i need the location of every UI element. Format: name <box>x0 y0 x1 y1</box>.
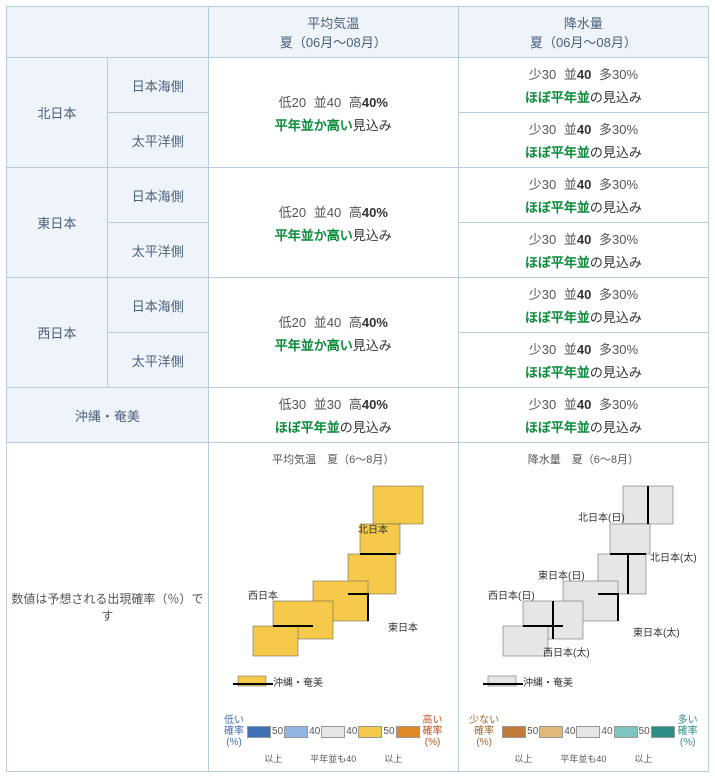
svg-text:沖縄・奄美: 沖縄・奄美 <box>273 676 323 689</box>
precip-map-cell: 降水量 夏（6～8月） <box>458 443 708 772</box>
precip-okinawa: 少30 並40 多30% ほぼ平年並の見込み <box>458 388 708 443</box>
precip-east-sea: 少30 並40 多30% ほぼ平年並の見込み <box>458 168 708 223</box>
header-precip-title: 降水量 <box>463 13 704 32</box>
region-okinawa: 沖縄・奄美 <box>7 388 209 443</box>
region-west-sea: 日本海側 <box>107 278 208 333</box>
svg-text:西日本(日): 西日本(日) <box>488 589 535 602</box>
region-east-sea: 日本海側 <box>107 168 208 223</box>
svg-text:北日本(太): 北日本(太) <box>650 551 697 564</box>
temp-okinawa: 低30 並30 高40% ほぼ平年並の見込み <box>208 388 458 443</box>
svg-text:西日本(太): 西日本(太) <box>543 646 590 659</box>
region-west-pac: 太平洋側 <box>107 333 208 388</box>
precip-north-sea: 少30 並40 多30% ほぼ平年並の見込み <box>458 58 708 113</box>
temp-north: 低20 並40 高40% 平年並か高い見込み <box>208 58 458 168</box>
temp-legend: 低い確率(%) 50 40 40 50 高い確率(%) <box>213 715 454 748</box>
japan-precip-map: 北日本(日) 北日本(太) 東日本(日) 東日本(太) 西日本(日) 西日本(太… <box>468 471 698 711</box>
svg-text:東日本: 東日本 <box>388 621 418 634</box>
legend-swatch <box>247 726 271 738</box>
precip-map-title: 降水量 夏（6～8月） <box>463 451 704 467</box>
svg-text:東日本(日): 東日本(日) <box>538 569 585 582</box>
temp-west: 低20 並40 高40% 平年並か高い見込み <box>208 278 458 388</box>
svg-text:東日本(太): 東日本(太) <box>633 626 680 639</box>
precip-north-pac: 少30 並40 多30% ほぼ平年並の見込み <box>458 113 708 168</box>
precip-east-pac: 少30 並40 多30% ほぼ平年並の見込み <box>458 223 708 278</box>
precip-west-pac: 少30 並40 多30% ほぼ平年並の見込み <box>458 333 708 388</box>
header-temp: 平均気温 夏（06月～08月） <box>208 7 458 58</box>
region-north-sea: 日本海側 <box>107 58 208 113</box>
region-east-pac: 太平洋側 <box>107 223 208 278</box>
svg-text:西日本: 西日本 <box>248 589 278 602</box>
temp-map-cell: 平均気温 夏（6～8月） 北日本 <box>208 443 458 772</box>
temp-map-title: 平均気温 夏（6～8月） <box>213 451 454 467</box>
region-west: 西日本 <box>7 278 108 388</box>
svg-text:沖縄・奄美: 沖縄・奄美 <box>523 676 573 689</box>
precip-legend: 少ない確率(%) 50 40 40 50 多い確率(%) <box>463 715 704 748</box>
temp-east: 低20 並40 高40% 平年並か高い見込み <box>208 168 458 278</box>
region-north: 北日本 <box>7 58 108 168</box>
forecast-table: 平均気温 夏（06月～08月） 降水量 夏（06月～08月） 北日本 日本海側 … <box>6 6 709 772</box>
header-precip-season: 夏（06月～08月） <box>463 32 704 51</box>
region-east: 東日本 <box>7 168 108 278</box>
header-precip: 降水量 夏（06月～08月） <box>458 7 708 58</box>
region-north-pac: 太平洋側 <box>107 113 208 168</box>
header-temp-season: 夏（06月～08月） <box>213 32 454 51</box>
precip-west-sea: 少30 並40 多30% ほぼ平年並の見込み <box>458 278 708 333</box>
header-blank <box>7 7 209 58</box>
svg-text:北日本: 北日本 <box>358 523 388 536</box>
svg-text:北日本(日): 北日本(日) <box>578 511 625 524</box>
japan-temp-map: 北日本 東日本 西日本 沖縄・奄美 <box>218 471 448 711</box>
probability-note: 数値は予想される出現確率（％）です <box>7 443 209 772</box>
header-temp-title: 平均気温 <box>213 13 454 32</box>
